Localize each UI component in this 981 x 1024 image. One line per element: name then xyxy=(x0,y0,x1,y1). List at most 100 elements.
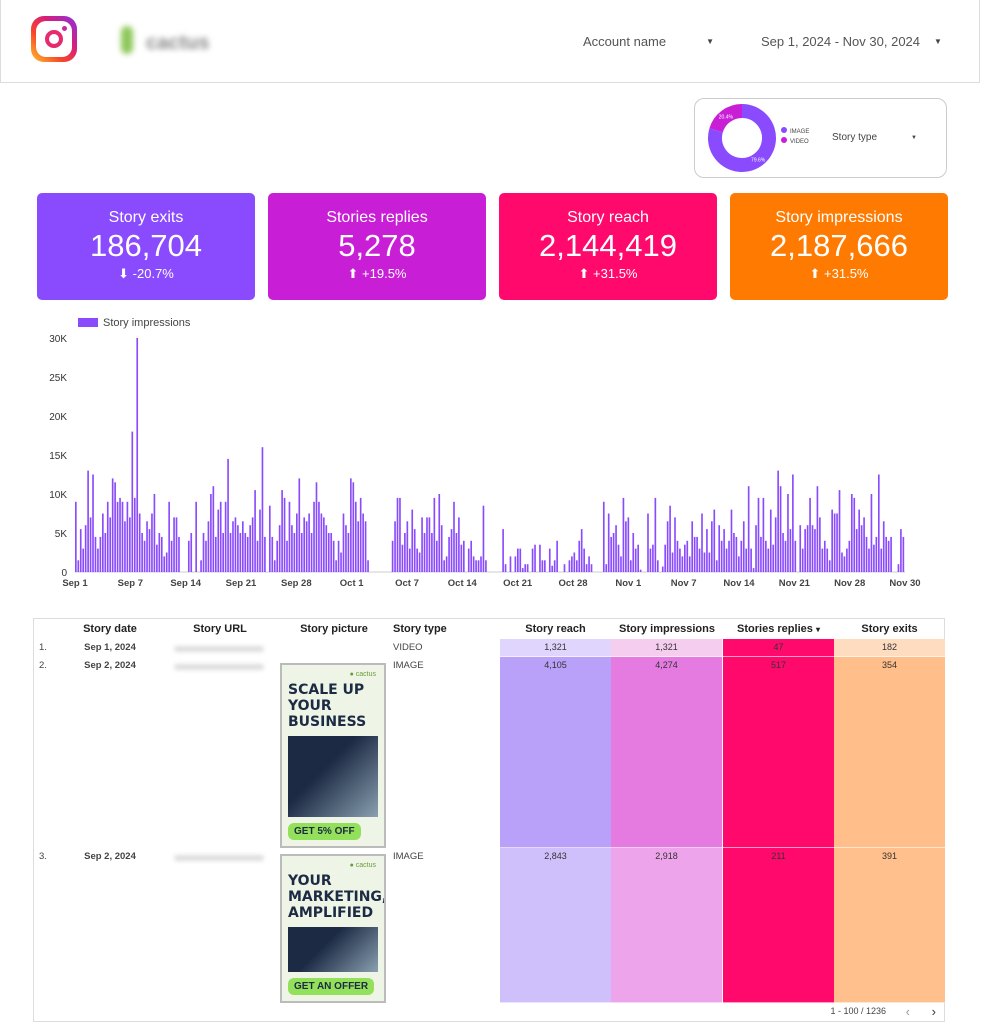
bar[interactable] xyxy=(534,544,536,572)
bar[interactable] xyxy=(666,521,669,572)
bar[interactable] xyxy=(268,505,271,572)
bar[interactable] xyxy=(200,560,202,572)
bar[interactable] xyxy=(733,533,735,572)
bar[interactable] xyxy=(784,540,787,572)
bar[interactable] xyxy=(428,517,431,572)
bar[interactable] xyxy=(607,513,610,573)
bar[interactable] xyxy=(826,548,829,572)
story-url-link[interactable] xyxy=(174,855,264,861)
bar[interactable] xyxy=(246,536,249,572)
bar[interactable] xyxy=(136,338,139,572)
bar[interactable] xyxy=(352,482,355,572)
bar[interactable] xyxy=(620,556,622,572)
bar[interactable] xyxy=(276,540,279,572)
bar[interactable] xyxy=(239,533,242,572)
bar[interactable] xyxy=(131,431,134,572)
bar[interactable] xyxy=(325,525,328,572)
bar[interactable] xyxy=(850,494,853,572)
bar[interactable] xyxy=(841,552,843,573)
bar[interactable] xyxy=(610,536,612,572)
bar[interactable] xyxy=(548,548,551,572)
bar[interactable] xyxy=(708,552,711,573)
bar[interactable] xyxy=(421,517,423,572)
bar[interactable] xyxy=(438,494,441,572)
bar[interactable] xyxy=(519,548,522,572)
bar[interactable] xyxy=(168,501,170,572)
bar[interactable] xyxy=(502,529,504,572)
story-url-link[interactable] xyxy=(174,664,264,670)
bar[interactable] xyxy=(87,470,89,572)
bar[interactable] xyxy=(885,536,888,572)
bar[interactable] xyxy=(517,548,519,572)
bar[interactable] xyxy=(431,533,433,572)
bar[interactable] xyxy=(669,505,671,572)
bar[interactable] xyxy=(288,501,291,572)
bar[interactable] xyxy=(332,540,335,572)
bar[interactable] xyxy=(777,470,779,572)
bar[interactable] xyxy=(627,517,630,572)
bar[interactable] xyxy=(202,533,205,572)
bar[interactable] xyxy=(868,548,870,572)
bar[interactable] xyxy=(870,494,873,572)
bar[interactable] xyxy=(330,533,333,572)
col-story-type[interactable]: Story type xyxy=(393,623,447,635)
bar[interactable] xyxy=(855,529,858,572)
bar[interactable] xyxy=(632,533,635,572)
bar[interactable] xyxy=(310,533,313,572)
bar[interactable] xyxy=(187,540,190,572)
bar[interactable] xyxy=(843,556,846,572)
bar[interactable] xyxy=(649,548,652,572)
bar[interactable] xyxy=(580,529,583,572)
bar[interactable] xyxy=(109,517,112,572)
bar[interactable] xyxy=(686,540,689,572)
bar[interactable] xyxy=(401,544,404,572)
bar[interactable] xyxy=(82,548,85,572)
bar[interactable] xyxy=(106,501,109,572)
bar[interactable] xyxy=(521,568,524,572)
bar[interactable] xyxy=(745,548,748,572)
bar[interactable] xyxy=(453,501,455,572)
bar[interactable] xyxy=(77,560,80,572)
bar[interactable] xyxy=(391,540,394,572)
bar[interactable] xyxy=(882,521,885,572)
bar[interactable] xyxy=(359,497,362,572)
account-name-dropdown[interactable]: Account name ▼ xyxy=(583,34,715,49)
bar[interactable] xyxy=(354,501,357,572)
bar[interactable] xyxy=(900,529,902,572)
bar[interactable] xyxy=(97,548,99,572)
donut-slice-video[interactable] xyxy=(709,104,743,133)
bar[interactable] xyxy=(551,565,554,572)
bar[interactable] xyxy=(485,560,487,572)
bar[interactable] xyxy=(94,536,97,572)
bar[interactable] xyxy=(880,548,883,572)
bar[interactable] xyxy=(303,517,306,572)
bar[interactable] xyxy=(703,552,706,573)
bar[interactable] xyxy=(792,474,794,573)
bar[interactable] xyxy=(462,540,465,572)
bar[interactable] xyxy=(563,564,566,572)
bar[interactable] xyxy=(217,509,220,572)
bar[interactable] xyxy=(470,540,473,572)
date-range-dropdown[interactable]: Sep 1, 2024 - Nov 30, 2024 ▼ xyxy=(761,34,942,49)
bar[interactable] xyxy=(683,544,686,572)
bar[interactable] xyxy=(698,548,701,572)
bar[interactable] xyxy=(514,556,517,572)
bar[interactable] xyxy=(819,517,821,572)
bar[interactable] xyxy=(755,525,757,572)
bar[interactable] xyxy=(877,474,880,573)
bar[interactable] xyxy=(853,497,856,572)
bar[interactable] xyxy=(706,529,708,572)
bar[interactable] xyxy=(170,540,173,572)
bar[interactable] xyxy=(350,478,352,572)
bar[interactable] xyxy=(823,540,826,572)
bar[interactable] xyxy=(873,544,875,572)
bar[interactable] xyxy=(524,564,527,572)
bar[interactable] xyxy=(433,497,436,572)
bar[interactable] xyxy=(713,509,716,572)
bar[interactable] xyxy=(782,533,784,572)
bar[interactable] xyxy=(364,521,367,572)
bar[interactable] xyxy=(318,501,320,572)
bar[interactable] xyxy=(148,529,151,572)
bar[interactable] xyxy=(833,513,836,573)
bar[interactable] xyxy=(298,478,301,572)
